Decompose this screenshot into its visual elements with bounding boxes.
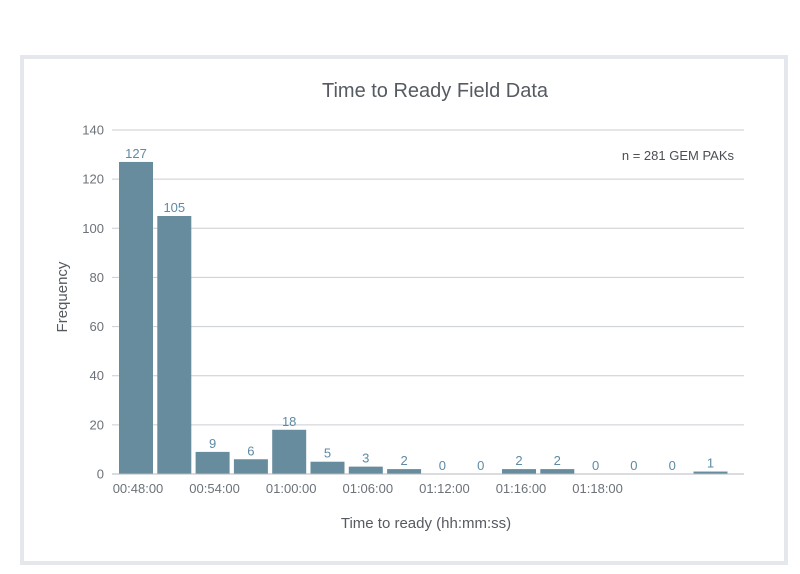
y-tick-labels: 0 20 40 60 80 100 120 140 — [82, 123, 104, 482]
histogram-bar — [272, 429, 307, 474]
bar-value-label: 0 — [477, 458, 484, 473]
x-axis-label: Time to ready (hh:mm:ss) — [341, 515, 511, 532]
sample-size-annotation: n = 281 GEM PAKs — [622, 148, 735, 163]
histogram-bar — [348, 466, 383, 474]
bar-value-label: 2 — [400, 453, 407, 468]
bar-value-label: 5 — [324, 446, 331, 461]
histogram-bar — [157, 216, 192, 474]
bar-value-label: 0 — [592, 458, 599, 473]
histogram-bar — [195, 451, 230, 474]
data-labels: 127 105 9 6 18 5 3 2 0 0 2 2 0 0 0 1 — [125, 146, 714, 473]
y-tick-label: 60 — [90, 319, 104, 334]
bar-value-label: 18 — [282, 414, 296, 429]
bar-value-label: 127 — [125, 146, 147, 161]
x-tick-label: 00:54:00 — [189, 481, 240, 496]
y-tick-label: 120 — [82, 172, 104, 187]
y-tick-label: 0 — [97, 467, 104, 482]
histogram-bar — [310, 461, 345, 474]
bar-value-label: 3 — [362, 451, 369, 466]
histogram-bar — [233, 459, 268, 474]
chart-title: Time to Ready Field Data — [322, 80, 549, 102]
histogram-bar — [387, 469, 422, 474]
bar-value-label: 0 — [669, 458, 676, 473]
bar-value-label: 0 — [439, 458, 446, 473]
x-tick-label: 01:00:00 — [266, 481, 317, 496]
bar-value-label: 1 — [707, 456, 714, 471]
bar-value-label: 9 — [209, 436, 216, 451]
y-tick-label: 140 — [82, 123, 104, 138]
x-tick-label: 01:16:00 — [496, 481, 547, 496]
histogram-bar — [119, 161, 153, 474]
bar-value-label: 6 — [247, 443, 254, 458]
x-tick-label: 01:06:00 — [342, 481, 393, 496]
histogram-bar — [502, 469, 536, 474]
bars — [119, 161, 728, 474]
grid-lines — [112, 129, 744, 426]
y-tick-label: 80 — [90, 270, 104, 285]
x-tick-label: 01:12:00 — [419, 481, 470, 496]
bar-value-label: 2 — [554, 453, 561, 468]
y-tick-label: 100 — [82, 221, 104, 236]
bar-value-label: 0 — [630, 458, 637, 473]
bar-value-label: 105 — [163, 200, 185, 215]
bar-value-label: 2 — [515, 453, 522, 468]
x-tick-label: 01:18:00 — [572, 481, 623, 496]
y-tick-label: 20 — [90, 417, 104, 432]
x-tick-labels: 00:48:00 00:54:00 01:00:00 01:06:00 01:12:00… — [113, 481, 623, 496]
x-tick-label: 00:48:00 — [113, 481, 164, 496]
histogram-bar — [693, 471, 728, 474]
y-tick-label: 40 — [90, 368, 104, 383]
histogram-bar — [540, 469, 575, 474]
y-axis-label: Frequency — [54, 261, 71, 332]
